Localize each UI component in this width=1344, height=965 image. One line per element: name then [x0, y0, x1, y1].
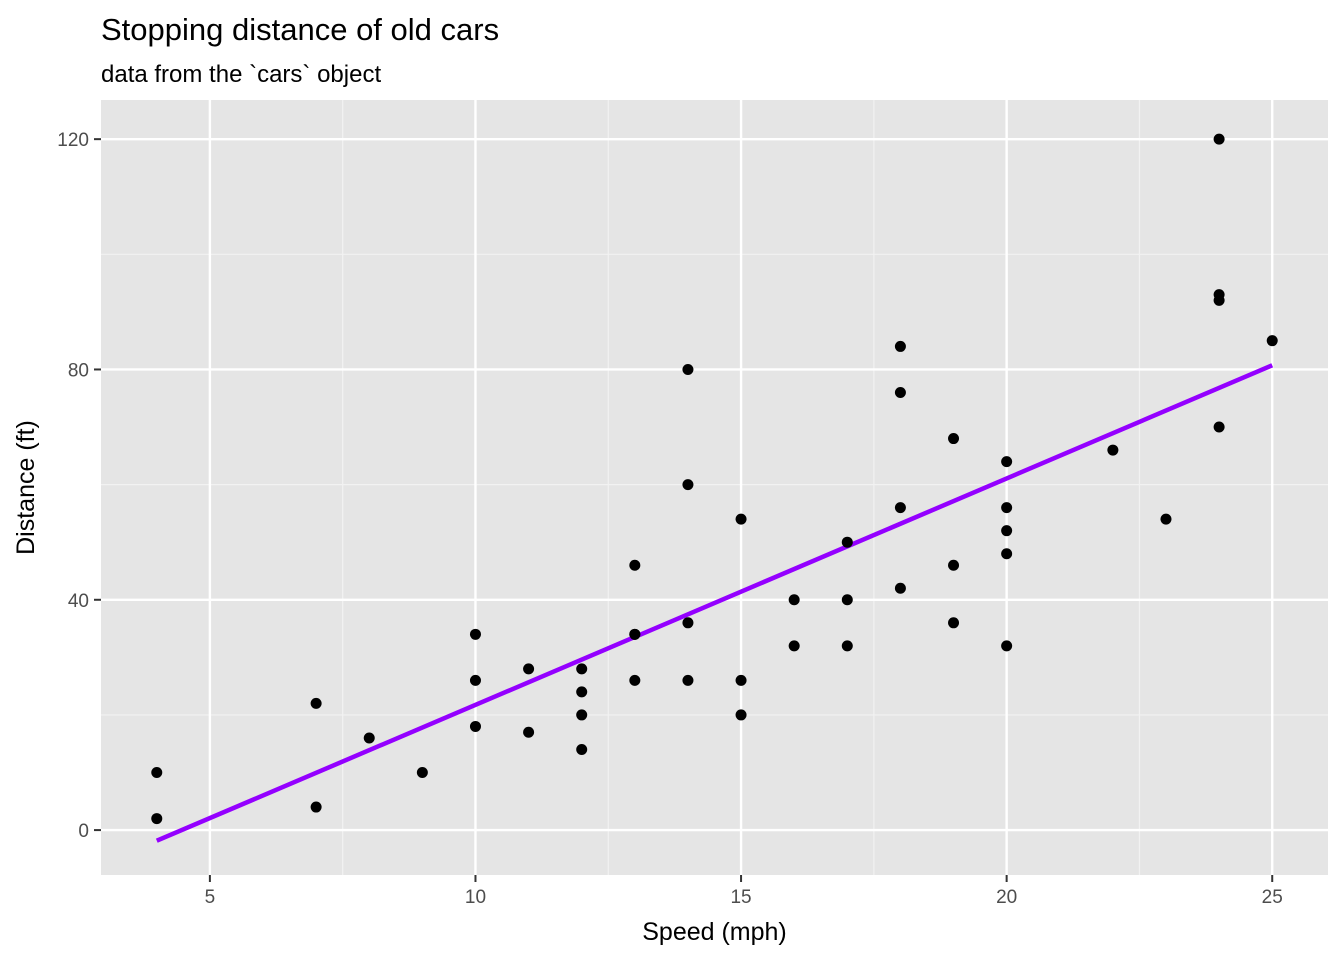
x-axis-label: Speed (mph)	[642, 918, 787, 946]
data-point	[894, 502, 906, 514]
x-tick-label: 5	[205, 887, 216, 908]
data-point	[1001, 525, 1013, 537]
data-point	[151, 767, 163, 779]
data-point	[948, 433, 960, 445]
y-tick-label: 40	[68, 591, 89, 612]
chart-title: Stopping distance of old cars	[101, 12, 499, 47]
gridlines	[101, 100, 1328, 875]
axes: 5 10 15 20 25 0 40 80 120	[57, 130, 1283, 908]
data-point	[894, 386, 906, 398]
data-point	[841, 640, 853, 652]
regression-line	[155, 363, 1274, 843]
data-point	[788, 640, 800, 652]
data-point	[576, 686, 588, 698]
data-point	[1160, 513, 1172, 525]
data-point	[682, 363, 694, 375]
data-point	[682, 479, 694, 491]
chart-subtitle: data from the `cars` object	[101, 61, 381, 88]
x-tick-label: 20	[996, 887, 1017, 908]
data-point	[682, 617, 694, 629]
data-point	[151, 813, 163, 825]
data-point	[416, 767, 428, 779]
y-axis-label: Distance (ft)	[12, 420, 40, 555]
data-point	[363, 732, 375, 744]
data-point	[523, 726, 535, 738]
data-point	[735, 709, 747, 721]
data-point	[948, 559, 960, 571]
data-point	[841, 536, 853, 548]
data-point	[469, 720, 481, 732]
data-point	[1001, 456, 1013, 468]
y-tick-label: 0	[78, 821, 89, 842]
data-point	[310, 801, 322, 813]
data-point	[629, 628, 641, 640]
data-point	[948, 617, 960, 629]
x-tick-label: 10	[465, 887, 486, 908]
data-point	[576, 709, 588, 721]
x-tick-label: 15	[730, 887, 751, 908]
data-point	[629, 674, 641, 686]
data-point	[629, 559, 641, 571]
data-point	[682, 674, 694, 686]
data-point	[894, 582, 906, 594]
data-point	[469, 674, 481, 686]
data-point	[1266, 335, 1278, 347]
data-point	[788, 594, 800, 606]
y-tick-label: 80	[68, 360, 89, 381]
data-point	[310, 697, 322, 709]
y-tick-label: 120	[57, 130, 89, 151]
data-point	[1001, 640, 1013, 652]
data-point	[841, 594, 853, 606]
data-points	[151, 133, 1278, 825]
plot-panel	[101, 100, 1328, 875]
data-point	[735, 674, 747, 686]
data-point	[1001, 502, 1013, 514]
data-point	[1001, 548, 1013, 560]
data-point	[735, 513, 747, 525]
data-point	[523, 663, 535, 675]
data-point	[576, 743, 588, 755]
data-point	[894, 340, 906, 352]
data-point	[1213, 289, 1225, 301]
data-point	[576, 663, 588, 675]
data-point	[1107, 444, 1119, 456]
data-point	[1213, 421, 1225, 433]
data-point	[1213, 133, 1225, 145]
x-tick-label: 25	[1262, 887, 1283, 908]
data-point	[469, 628, 481, 640]
